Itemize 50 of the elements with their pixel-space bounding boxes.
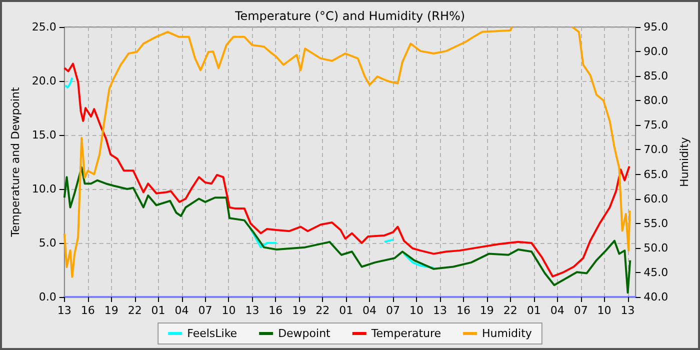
x-tick-label: 22 bbox=[503, 304, 518, 317]
x-tick-label: 13 bbox=[620, 304, 635, 317]
x-tick-label: 04 bbox=[174, 304, 189, 317]
legend-label: Dewpoint bbox=[278, 327, 332, 340]
x-tick-label: 19 bbox=[480, 304, 494, 317]
x-tick-label: 13 bbox=[245, 304, 260, 317]
x-tick-label: 16 bbox=[456, 304, 470, 317]
y2-tick-label: 45.0 bbox=[644, 266, 668, 279]
x-tick-label: 10 bbox=[410, 304, 424, 317]
legend-label: Temperature bbox=[370, 327, 442, 340]
y2-tick-label: 75.0 bbox=[644, 118, 668, 132]
x-tick-label: 01 bbox=[339, 304, 354, 317]
x-tick-label: 22 bbox=[128, 304, 142, 317]
x-tick-label: 10 bbox=[222, 304, 236, 317]
y2-tick-label: 40.0 bbox=[644, 290, 668, 304]
x-tick-label: 16 bbox=[80, 304, 95, 317]
y-tick-label: 0.0 bbox=[38, 290, 56, 304]
y-tick-label: 20.0 bbox=[32, 74, 56, 88]
x-tick-label: 10 bbox=[597, 304, 612, 317]
legend-label: Humidity bbox=[482, 327, 532, 340]
x-tick-label: 07 bbox=[386, 304, 400, 317]
x-tick-label: 16 bbox=[268, 304, 283, 317]
y2-tick-label: 90.0 bbox=[644, 45, 668, 58]
y-tick-label: 5.0 bbox=[38, 236, 56, 250]
x-tick-label: 01 bbox=[151, 304, 166, 317]
x-tick-label: 13 bbox=[432, 304, 447, 317]
x-tick-label: 22 bbox=[316, 304, 330, 317]
x-tick-label: 13 bbox=[57, 304, 72, 317]
y2-tick-label: 55.0 bbox=[644, 216, 668, 230]
chart-title: Temperature (°C) and Humidity (RH%) bbox=[234, 9, 466, 23]
y-tick-label: 10.0 bbox=[32, 182, 56, 196]
x-tick-label: 01 bbox=[526, 304, 541, 317]
y2-tick-label: 65.0 bbox=[644, 168, 668, 181]
x-tick-label: 19 bbox=[292, 304, 306, 317]
y-tick-label: 25.0 bbox=[32, 20, 56, 34]
y2-axis-title: Humidity bbox=[678, 136, 691, 187]
y2-tick-label: 60.0 bbox=[644, 192, 668, 206]
y2-tick-label: 85.0 bbox=[644, 70, 668, 83]
y2-tick-label: 95.0 bbox=[644, 20, 668, 34]
y-tick-label: 15.0 bbox=[32, 128, 56, 142]
x-tick-label: 19 bbox=[104, 304, 118, 317]
x-tick-label: 07 bbox=[574, 304, 588, 317]
x-tick-label: 04 bbox=[362, 304, 377, 317]
x-tick-label: 04 bbox=[550, 304, 564, 317]
y2-tick-label: 50.0 bbox=[644, 241, 668, 254]
x-tick-label: 07 bbox=[198, 304, 212, 317]
y2-tick-label: 80.0 bbox=[644, 94, 668, 108]
legend-label: FeelsLike bbox=[187, 327, 238, 340]
y-axis-title: Temperature and Dewpoint bbox=[9, 86, 22, 238]
y2-tick-label: 70.0 bbox=[644, 143, 668, 156]
